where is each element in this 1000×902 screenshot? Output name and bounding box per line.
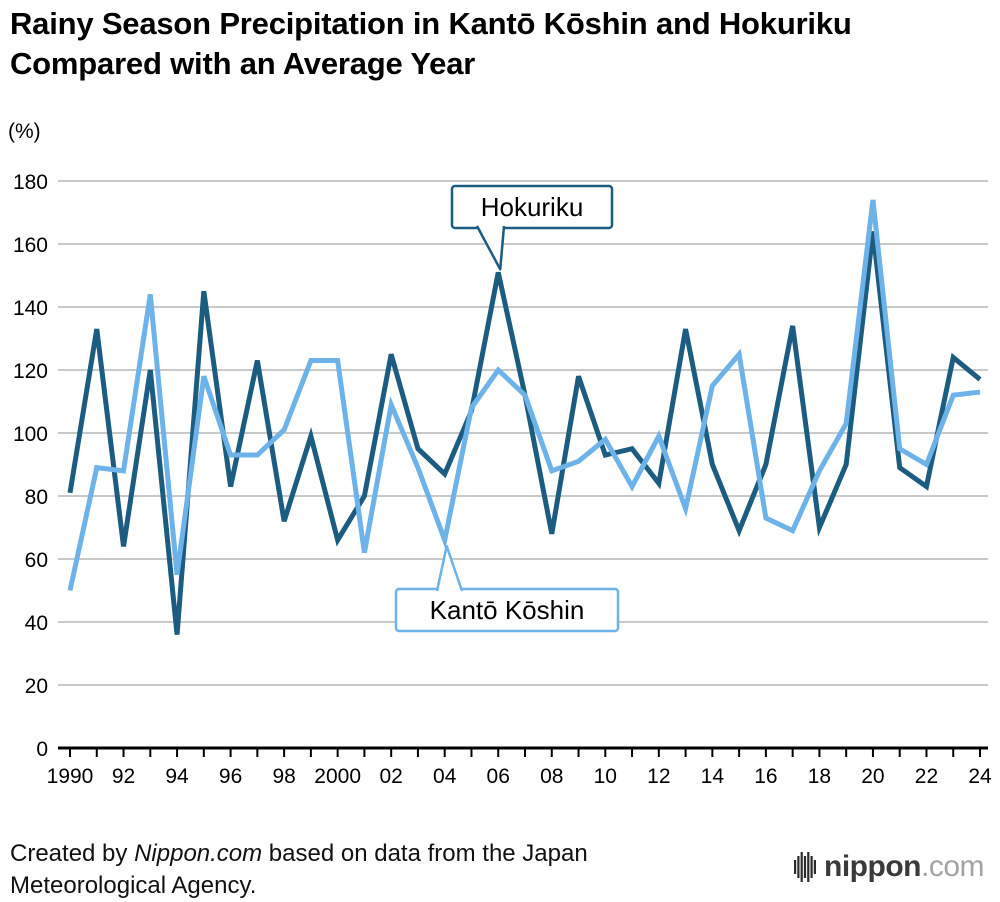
svg-text:16: 16 <box>754 765 777 788</box>
svg-text:80: 80 <box>25 486 48 509</box>
nippon-logo: nippon.com <box>794 850 985 884</box>
x-axis: 1990 92 94 96 98 2000 02 04 06 08 10 12 14 16 18 20 22 24 <box>47 746 992 788</box>
logo-name: nippon <box>824 850 921 883</box>
svg-text:96: 96 <box>219 765 242 788</box>
hokuriku-callout-label: Hokuriku <box>481 192 584 222</box>
svg-text:24: 24 <box>968 765 992 788</box>
kanto-koshin-callout: Kantō Kōshin <box>394 544 620 633</box>
footer-credit-source: Nippon.com <box>134 840 263 867</box>
svg-text:1990: 1990 <box>47 765 94 788</box>
svg-text:140: 140 <box>13 297 48 320</box>
svg-text:160: 160 <box>13 234 48 257</box>
svg-text:0: 0 <box>36 738 48 761</box>
logo-wordmark: nippon.com <box>824 850 984 884</box>
svg-text:20: 20 <box>861 765 884 788</box>
footer-credit: Created by Nippon.com based on data from… <box>10 838 650 901</box>
kanto-koshin-callout-label: Kantō Kōshin <box>430 595 585 625</box>
logo-tld: .com <box>920 850 985 883</box>
percent-unit-label: (%) <box>8 120 41 143</box>
svg-text:60: 60 <box>25 549 48 572</box>
svg-text:180: 180 <box>13 171 48 194</box>
svg-text:100: 100 <box>13 423 48 446</box>
y-axis-labels: 0 20 40 60 80 100 120 140 160 180 <box>13 171 48 761</box>
svg-text:12: 12 <box>647 765 670 788</box>
footer-credit-prefix: Created by <box>10 840 135 867</box>
footer-credit-suffix: based on data from the Japan Meteorologi… <box>10 840 588 899</box>
svg-text:94: 94 <box>165 765 189 788</box>
svg-text:40: 40 <box>25 612 48 635</box>
svg-text:120: 120 <box>13 360 48 383</box>
kant-k-shin-line <box>67 199 981 592</box>
svg-text:2000: 2000 <box>314 765 361 788</box>
svg-text:92: 92 <box>112 765 135 788</box>
hokuriku-callout: Hokuriku <box>450 184 614 271</box>
svg-text:06: 06 <box>487 765 510 788</box>
svg-text:10: 10 <box>594 765 617 788</box>
svg-text:02: 02 <box>379 765 402 788</box>
svg-text:98: 98 <box>272 765 295 788</box>
svg-text:18: 18 <box>808 765 831 788</box>
svg-text:08: 08 <box>540 765 563 788</box>
svg-text:22: 22 <box>915 765 938 788</box>
svg-text:20: 20 <box>25 675 48 698</box>
svg-text:04: 04 <box>433 765 457 788</box>
chart-title: Rainy Season Precipitation in Kantō Kōsh… <box>10 6 852 82</box>
logo-bars-icon <box>794 852 817 882</box>
svg-text:14: 14 <box>701 765 725 788</box>
